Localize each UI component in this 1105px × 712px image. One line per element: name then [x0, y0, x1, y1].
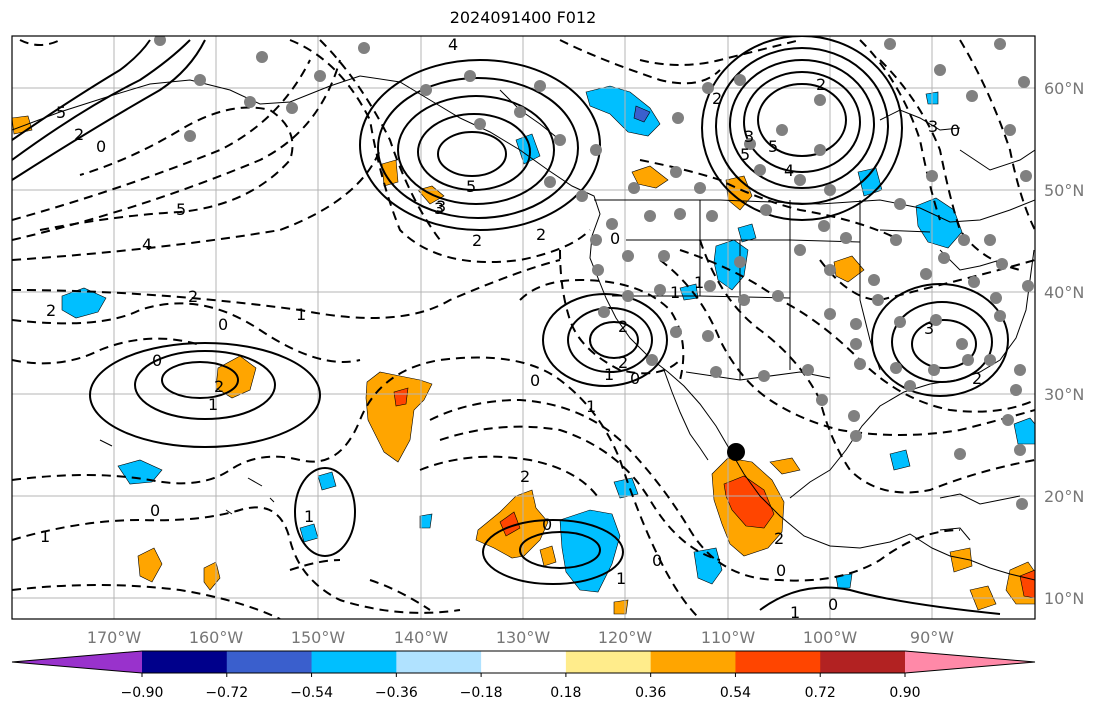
contour-label: 4 [142, 235, 152, 254]
contour-label: 1 [296, 305, 306, 324]
contour-label: 1 [790, 603, 800, 622]
contour-label: 2 [618, 353, 628, 372]
contour-label: 1 [40, 527, 50, 546]
contour-label: 0 [530, 371, 540, 390]
colorbar-segment [142, 651, 228, 673]
contour-label: 4 [784, 161, 794, 180]
contour-label: 5 [56, 103, 66, 122]
colorbar: −0.90 −0.72 −0.54 −0.36 −0.18 0.18 0.36 0.54 0.7… [11, 650, 1036, 701]
colorbar-tick-label: −0.72 [205, 685, 248, 701]
latitude-labels: 60°N 50°N 40°N 30°N 20°N 10°N [1044, 79, 1084, 608]
contour-label: 0 [630, 369, 640, 388]
colorbar-tick-label: −0.36 [375, 685, 418, 701]
lat-label: 10°N [1044, 589, 1084, 608]
contour-label: 2 [774, 529, 784, 548]
lon-label: 100°W [803, 628, 858, 647]
contour-label: 2 [74, 125, 84, 144]
contour-label: 0 [652, 551, 662, 570]
lon-label: 90°W [910, 628, 954, 647]
contour-label: 0 [610, 229, 620, 248]
colorbar-segment [565, 651, 652, 673]
contour-label: 2 [214, 377, 224, 396]
colorbar-extend-high [905, 651, 1035, 673]
contour-label: 1 [604, 365, 614, 384]
lon-label: 120°W [598, 628, 653, 647]
colorbar-tick-label: −0.90 [121, 685, 164, 701]
lat-label: 50°N [1044, 181, 1084, 200]
contour-label: 3 [924, 319, 934, 338]
lon-label: 130°W [496, 628, 551, 647]
lat-label: 40°N [1044, 283, 1084, 302]
colorbar-segment [650, 651, 736, 673]
lat-label: 20°N [1044, 487, 1084, 506]
contour-label: 5 [176, 200, 186, 219]
colorbar-tick-label: −0.54 [290, 685, 333, 701]
contour-label: 3 [436, 197, 446, 216]
contour-label: 1 [304, 507, 314, 526]
contour-label: 5 [768, 137, 778, 156]
colorbar-segment [481, 651, 567, 673]
contour-label: 1 [670, 283, 680, 302]
colorbar-segment [396, 651, 482, 673]
longitude-labels: 170°W 160°W 150°W 140°W 130°W 120°W 110°… [87, 628, 954, 647]
lon-label: 170°W [87, 628, 142, 647]
contour-label: 3 [744, 127, 754, 146]
map-frame [11, 35, 1036, 620]
contour-label: 2 [46, 301, 56, 320]
station-dots [154, 36, 1034, 510]
contour-label: 0 [950, 121, 960, 140]
colorbar-tick-label: 0.72 [805, 685, 836, 701]
colorbar-tick-label: 0.54 [720, 685, 751, 701]
contour-label: 2 [712, 89, 722, 108]
contour-label: 2 [618, 317, 628, 336]
colorbar-segment [226, 651, 313, 673]
gridlines [12, 36, 1035, 619]
colorbar-extend-low [12, 651, 142, 673]
colorbar-segment [820, 651, 906, 673]
highlighted-station-dot [727, 443, 745, 461]
contour-labels: 5 2 0 4 2 0 5 3 2 1 2 0 1 2 3 5 4 2 0 1 … [40, 35, 982, 622]
contour-label: 5 [740, 145, 750, 164]
lon-label: 140°W [394, 628, 449, 647]
colorbar-tick-label: −0.18 [460, 685, 503, 701]
contour-label: 1 [586, 397, 596, 416]
colorbar-tick-label: 0.18 [550, 685, 581, 701]
contour-label: 1 [208, 395, 218, 414]
contour-label: 0 [150, 501, 160, 520]
contour-label: 0 [828, 595, 838, 614]
contour-label: 0 [152, 351, 162, 370]
dashed-contours [12, 39, 1035, 619]
contour-label: 4 [448, 35, 458, 54]
contour-label: 2 [188, 287, 198, 306]
contour-label: 3 [434, 199, 444, 218]
contour-label: 2 [816, 75, 826, 94]
lon-label: 150°W [291, 628, 346, 647]
lon-label: 160°W [189, 628, 244, 647]
colorbar-tick-label: 0.36 [635, 685, 666, 701]
contour-label: 0 [776, 561, 786, 580]
contour-label: 2 [972, 369, 982, 388]
contour-label: 1 [694, 273, 704, 292]
contour-label: 2 [520, 467, 530, 486]
contour-label: 0 [542, 515, 552, 534]
contour-label: 0 [218, 315, 228, 334]
contour-label: 2 [472, 231, 482, 250]
contour-label: 1 [616, 569, 626, 588]
contour-label: 5 [466, 177, 476, 196]
colorbar-tick-label: 0.90 [889, 685, 920, 701]
solid-contours [12, 36, 1009, 615]
map-title: 2024091400 F012 [449, 8, 597, 27]
lat-label: 30°N [1044, 385, 1084, 404]
contour-label: 3 [928, 117, 938, 136]
contour-label: 2 [536, 225, 546, 244]
contour-label: 0 [96, 137, 106, 156]
lat-label: 60°N [1044, 79, 1084, 98]
colorbar-segment [311, 651, 397, 673]
lon-label: 110°W [701, 628, 756, 647]
colorbar-segment [735, 651, 821, 673]
